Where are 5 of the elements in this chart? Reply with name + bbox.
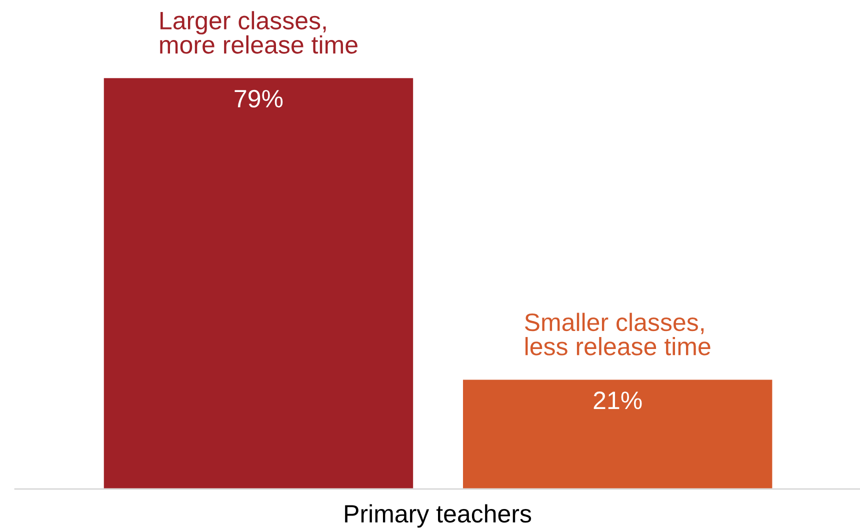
data-label: 21%	[594, 392, 642, 410]
data-label: 79%	[234, 90, 283, 108]
series-label: Smaller classes, less release time	[524, 312, 710, 356]
x-axis-title: Primary teachers	[345, 504, 532, 528]
series-label: Larger classes, more release time	[160, 11, 358, 54]
